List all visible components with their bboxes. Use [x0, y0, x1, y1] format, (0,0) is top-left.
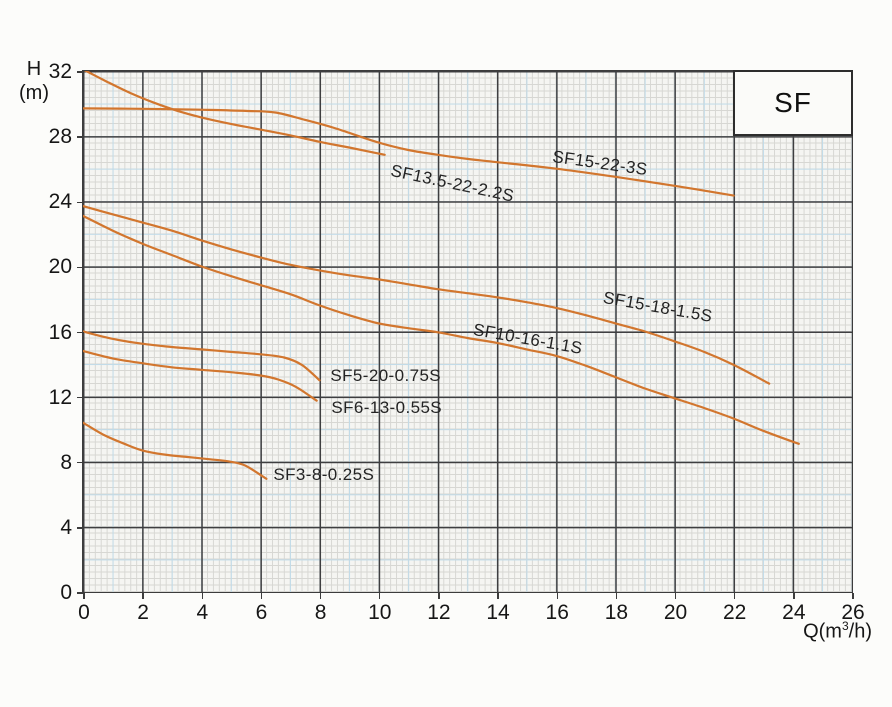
- x-tick-mark: [438, 593, 440, 599]
- y-tick-mark: [77, 331, 84, 334]
- y-tick-mark: [77, 396, 84, 399]
- x-tick-mark: [83, 593, 85, 599]
- y-tick-label-4: 4: [60, 515, 72, 539]
- y-tick-label-32: 32: [48, 60, 72, 83]
- legend-text: SF: [774, 87, 812, 118]
- pump-curve-SF6-13-0.55S: [83, 350, 319, 403]
- y-tick-label-20: 20: [48, 255, 72, 279]
- x-tick-label-22: 22: [723, 601, 747, 624]
- plot-area: SF15-22-3S SF13.5-22-2.2S SF15-18-1.5S SF10…: [82, 70, 854, 594]
- x-tick-label-0: 0: [78, 601, 90, 624]
- y-tick-label-28: 28: [48, 125, 72, 149]
- pump-curve-SF10-16-1.1S: [83, 215, 801, 446]
- y-tick-label-0: 0: [60, 581, 72, 604]
- x-tick-mark: [260, 593, 263, 599]
- curve-label-SF3-8-0.25S: SF3-8-0.25S: [273, 465, 375, 485]
- pump-curve-SF15-22-3S: [83, 107, 736, 198]
- x-tick-mark: [142, 593, 144, 599]
- x-tick-label-4: 4: [196, 601, 209, 624]
- x-axis-title-prefix: Q(m: [803, 620, 842, 643]
- x-tick-label-10: 10: [368, 601, 392, 624]
- x-tick-mark: [733, 593, 736, 599]
- curve-label-SF6-13-0.55S: SF6-13-0.55S: [331, 398, 443, 418]
- y-axis-title: H (m): [8, 57, 60, 105]
- x-tick-label-16: 16: [545, 601, 569, 624]
- y-tick-mark: [77, 527, 84, 529]
- y-tick-label-24: 24: [48, 190, 72, 214]
- y-tick-mark: [77, 266, 84, 269]
- x-tick-label-6: 6: [255, 601, 268, 624]
- x-tick-label-8: 8: [314, 601, 327, 624]
- x-tick-label-24: 24: [782, 601, 806, 624]
- y-tick-mark: [77, 136, 84, 138]
- x-tick-mark: [497, 593, 499, 599]
- x-tick-label-20: 20: [663, 601, 688, 624]
- x-tick-mark: [615, 593, 618, 599]
- x-tick-mark: [379, 593, 381, 599]
- x-tick-label-2: 2: [137, 601, 149, 624]
- x-axis-title: Q(m3/h): [700, 619, 872, 644]
- y-tick-label-8: 8: [60, 450, 72, 474]
- x-tick-mark: [852, 593, 854, 599]
- y-tick-mark: [77, 462, 84, 464]
- x-tick-label-18: 18: [604, 601, 629, 624]
- pump-curve-SF3-8-0.25S: [83, 422, 268, 481]
- y-tick-label-16: 16: [48, 320, 72, 344]
- legend-box: SF: [733, 70, 853, 136]
- x-tick-label-26: 26: [841, 601, 865, 624]
- curve-label-SF5-20-0.75S: SF5-20-0.75S: [330, 366, 442, 386]
- y-tick-mark: [77, 201, 84, 203]
- pump-curve-SF13.5-22-2.2S: [84, 71, 387, 157]
- y-axis-title-symbol: H: [26, 58, 42, 80]
- pump-curve-SF5-20-0.75S: [83, 330, 322, 382]
- y-tick-mark: [77, 592, 84, 594]
- x-tick-label-14: 14: [486, 601, 510, 624]
- pump-curve-SF15-18-1.5S: [83, 205, 771, 386]
- curves-svg: [83, 71, 801, 481]
- x-tick-label-12: 12: [427, 601, 451, 624]
- y-tick-label-12: 12: [48, 385, 72, 409]
- x-tick-mark: [674, 593, 677, 599]
- y-tick-mark: [77, 71, 84, 73]
- x-tick-mark: [793, 593, 795, 599]
- x-tick-mark: [556, 593, 558, 599]
- x-axis-title-sup: 3: [841, 619, 849, 633]
- x-tick-mark: [319, 593, 322, 599]
- x-tick-mark: [201, 593, 203, 599]
- y-axis-title-unit: (m): [19, 82, 49, 104]
- x-axis-title-suffix: /h): [848, 620, 872, 643]
